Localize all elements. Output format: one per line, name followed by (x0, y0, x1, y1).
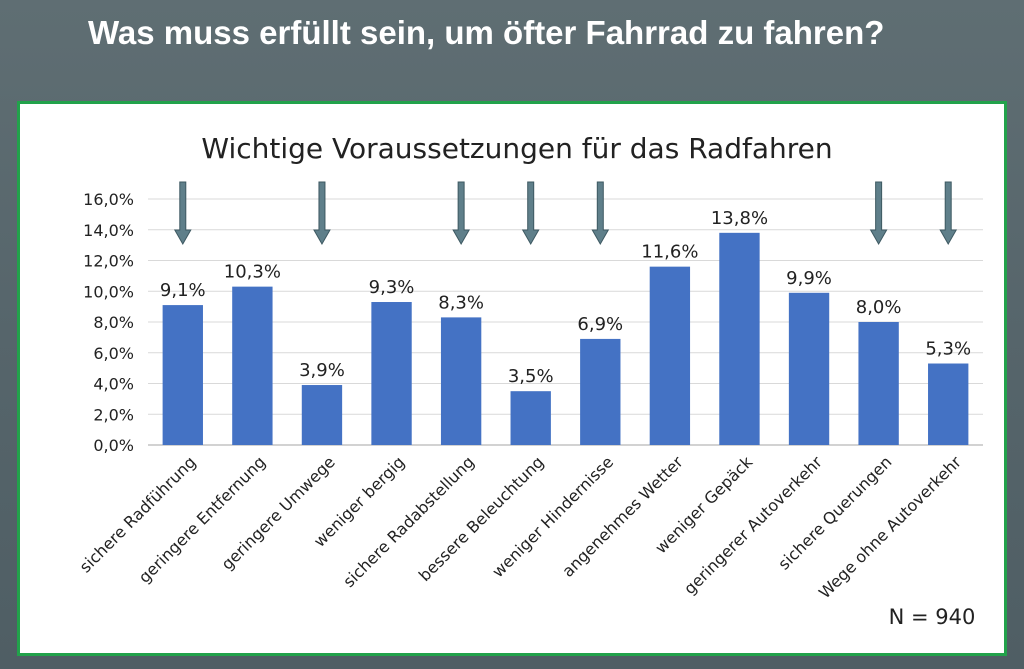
x-tick-label: sichere Radabstellung (339, 452, 478, 591)
x-tick-label: sichere Radführung (76, 452, 200, 576)
chart-title: Wichtige Voraussetzungen für das Radfahr… (201, 132, 832, 165)
bar (510, 391, 551, 445)
data-labels: 9,1% 10,3% 3,9% 9,3% 8,3% 3,5% 6,9% 11,6% 13,8% 9… (160, 208, 971, 387)
bar (162, 305, 203, 445)
data-label: 10,3% (224, 262, 281, 283)
x-tick-label: weniger Hindernisse (488, 452, 617, 581)
y-tick-label: 8,0% (93, 313, 134, 332)
x-tick-label: sichere Querungen (774, 452, 895, 573)
arrow-icon (591, 181, 610, 246)
x-tick-label: Wege ohne Autoverkehr (815, 452, 965, 602)
y-tick-label: 16,0% (83, 190, 134, 209)
data-label: 3,9% (299, 360, 345, 381)
data-label: 5,3% (925, 339, 971, 360)
bar (371, 302, 412, 445)
bar (301, 385, 343, 445)
bar (580, 338, 621, 445)
arrow-icon (173, 181, 192, 246)
bar (788, 292, 830, 445)
gridlines (148, 198, 983, 446)
data-label: 3,5% (508, 366, 554, 387)
data-label: 13,8% (711, 208, 768, 229)
x-tick-label: geringere Umwege (217, 452, 338, 573)
arrow-icon (452, 181, 470, 246)
data-label: 8,3% (438, 292, 484, 313)
data-label: 9,3% (369, 277, 415, 298)
arrow-icon (939, 181, 958, 246)
arrow-icon (313, 181, 331, 246)
arrow-icon (869, 181, 888, 246)
chart-frame: Wichtige Voraussetzungen für das Radfahr… (17, 101, 1007, 656)
bar (928, 363, 969, 445)
y-tick-label: 4,0% (93, 375, 134, 394)
data-label: 8,0% (856, 297, 902, 318)
bar-chart: Wichtige Voraussetzungen für das Radfahr… (76, 132, 983, 629)
x-tick-label: bessere Beleuchtung (415, 452, 548, 585)
data-label: 9,1% (160, 280, 206, 301)
arrows (173, 181, 958, 246)
bar (719, 232, 760, 445)
y-axis-ticks: 0,0% 2,0% 4,0% 6,0% 8,0% 10,0% 12,0% 14,0% 16,0% (83, 190, 134, 455)
slide-title: Was muss erfüllt sein, um öfter Fahrrad … (88, 14, 885, 51)
arrow-icon (521, 181, 540, 246)
data-label: 9,9% (786, 268, 832, 289)
data-label: 11,6% (641, 242, 698, 263)
y-tick-label: 10,0% (83, 282, 134, 301)
bar (858, 322, 899, 445)
x-tick-label: angenehmes Wetter (558, 452, 687, 581)
y-tick-label: 12,0% (83, 252, 134, 271)
y-tick-label: 14,0% (83, 221, 134, 240)
y-tick-label: 0,0% (93, 436, 134, 455)
bars (162, 232, 969, 445)
x-tick-label: geringere Entfernung (135, 452, 269, 586)
bar (440, 317, 482, 445)
data-label: 6,9% (577, 314, 623, 335)
bar (649, 266, 691, 445)
x-tick-label: geringerer Autoverkehr (680, 452, 826, 598)
sample-size-annotation: N = 940 (889, 605, 976, 629)
bar (232, 286, 273, 445)
y-tick-label: 6,0% (93, 344, 134, 363)
y-tick-label: 2,0% (93, 405, 134, 424)
